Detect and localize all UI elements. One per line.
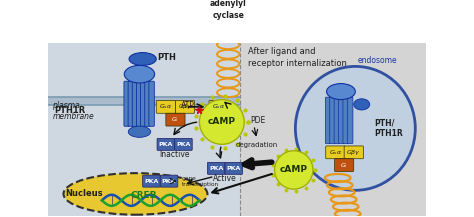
Circle shape xyxy=(200,100,244,144)
FancyBboxPatch shape xyxy=(338,97,344,144)
FancyBboxPatch shape xyxy=(166,113,185,126)
FancyBboxPatch shape xyxy=(325,97,331,144)
Text: Nucleus: Nucleus xyxy=(65,189,103,198)
Bar xyxy=(240,43,427,216)
Text: $G_s\alpha$: $G_s\alpha$ xyxy=(212,102,225,111)
FancyBboxPatch shape xyxy=(344,146,364,159)
Text: cAMP: cAMP xyxy=(280,165,308,174)
Text: PTH: PTH xyxy=(157,53,176,62)
Text: gene
transcription: gene transcription xyxy=(182,176,219,187)
Ellipse shape xyxy=(64,173,208,215)
Text: $G_i$: $G_i$ xyxy=(340,161,348,170)
Ellipse shape xyxy=(129,53,156,65)
FancyBboxPatch shape xyxy=(160,175,178,187)
Text: degradation: degradation xyxy=(236,142,278,148)
Ellipse shape xyxy=(295,66,415,190)
Text: PTH1R: PTH1R xyxy=(54,107,85,115)
Text: PKA: PKA xyxy=(159,142,173,147)
FancyBboxPatch shape xyxy=(137,81,142,126)
FancyBboxPatch shape xyxy=(208,162,225,174)
Text: PDE: PDE xyxy=(250,116,265,125)
Bar xyxy=(47,43,240,216)
Text: PKA: PKA xyxy=(144,179,159,184)
FancyBboxPatch shape xyxy=(347,97,353,144)
Text: PKA: PKA xyxy=(162,179,176,184)
FancyBboxPatch shape xyxy=(141,81,146,126)
FancyBboxPatch shape xyxy=(225,162,243,174)
FancyBboxPatch shape xyxy=(335,159,354,171)
FancyBboxPatch shape xyxy=(174,138,192,150)
Text: endosome: endosome xyxy=(358,56,398,65)
FancyBboxPatch shape xyxy=(330,97,335,144)
Bar xyxy=(47,97,240,105)
Text: PKA: PKA xyxy=(209,166,223,171)
Ellipse shape xyxy=(128,126,151,137)
Text: $G_s\alpha$: $G_s\alpha$ xyxy=(159,102,173,111)
Text: plasma
membrane: plasma membrane xyxy=(52,101,94,121)
FancyBboxPatch shape xyxy=(145,81,150,126)
FancyBboxPatch shape xyxy=(334,97,340,144)
FancyBboxPatch shape xyxy=(124,81,129,126)
Text: Active: Active xyxy=(213,174,237,183)
Circle shape xyxy=(274,151,313,189)
FancyBboxPatch shape xyxy=(149,81,155,126)
FancyBboxPatch shape xyxy=(143,175,160,187)
Ellipse shape xyxy=(327,84,356,100)
Ellipse shape xyxy=(354,99,370,110)
FancyBboxPatch shape xyxy=(343,97,348,144)
Text: $G\beta\gamma$: $G\beta\gamma$ xyxy=(346,148,361,157)
Text: adenylyl
cyclase: adenylyl cyclase xyxy=(210,0,246,20)
FancyBboxPatch shape xyxy=(175,100,195,113)
Text: cAMP: cAMP xyxy=(208,117,236,127)
FancyBboxPatch shape xyxy=(157,138,174,150)
Text: PTH/
PTH1R: PTH/ PTH1R xyxy=(374,118,403,138)
Text: ATP: ATP xyxy=(181,102,194,110)
Text: After ligand and
receptor internalization: After ligand and receptor internalizatio… xyxy=(248,47,347,68)
FancyBboxPatch shape xyxy=(156,100,175,113)
FancyBboxPatch shape xyxy=(326,146,345,159)
Text: $G_i$: $G_i$ xyxy=(172,115,180,124)
Text: CREB: CREB xyxy=(130,191,157,200)
Text: $G\beta\gamma$: $G\beta\gamma$ xyxy=(178,102,192,111)
Text: Inactive: Inactive xyxy=(159,150,190,159)
FancyBboxPatch shape xyxy=(132,81,138,126)
Text: $G_s\alpha$: $G_s\alpha$ xyxy=(328,148,342,157)
FancyBboxPatch shape xyxy=(209,100,228,113)
Text: PKA: PKA xyxy=(227,166,241,171)
FancyBboxPatch shape xyxy=(128,81,134,126)
Text: PKA: PKA xyxy=(176,142,191,147)
Ellipse shape xyxy=(124,65,155,83)
